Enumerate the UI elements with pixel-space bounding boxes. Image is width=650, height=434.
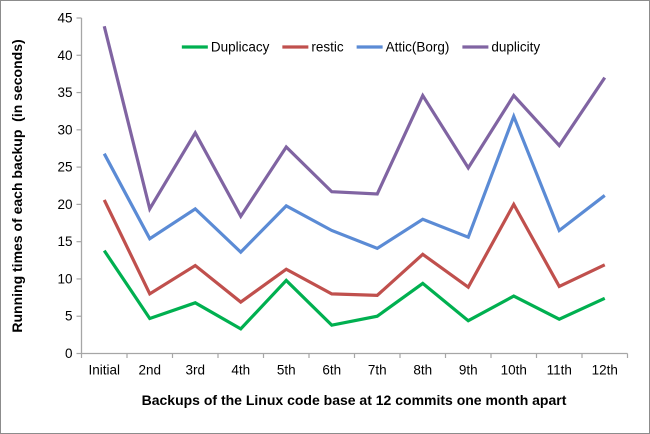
- legend-label: Duplicacy: [211, 40, 270, 55]
- y-tick-label: 30: [57, 122, 72, 137]
- x-tick-label: 7th: [368, 363, 387, 378]
- x-tick-label: 12th: [592, 363, 618, 378]
- x-tick-label: 10th: [501, 363, 527, 378]
- legend-label: duplicity: [491, 40, 540, 55]
- legend-label: Attic(Borg): [386, 40, 450, 55]
- x-axis-title: Backups of the Linux code base at 12 com…: [142, 392, 567, 408]
- y-tick-label: 35: [57, 85, 72, 100]
- y-tick-label: 10: [57, 271, 72, 286]
- y-tick-labels: 0 5 10 15 20 25 30 35 40 45: [57, 11, 82, 361]
- series-line-attic-borg-: [102, 111, 606, 255]
- x-tick-label: 2nd: [138, 363, 161, 378]
- legend-item: duplicity: [462, 40, 540, 55]
- y-tick-label: 25: [57, 160, 72, 175]
- x-tick-label: Initial: [88, 363, 120, 378]
- y-tick-label: 40: [57, 48, 72, 63]
- y-tick-label: 15: [57, 234, 72, 249]
- legend-label: restic: [311, 40, 344, 55]
- legend: Duplicacy restic Attic(Borg) duplicity: [181, 40, 540, 55]
- series-line-duplicity: [102, 25, 607, 220]
- legend-item: Duplicacy: [181, 40, 270, 55]
- series-lines: [102, 25, 607, 331]
- x-tick-label: 6th: [322, 363, 341, 378]
- x-tick-label: 4th: [231, 363, 250, 378]
- x-tick-label: 8th: [413, 363, 432, 378]
- series-line-duplicacy: [102, 249, 606, 331]
- x-tick-label: 9th: [459, 363, 478, 378]
- y-tick-label: 20: [57, 197, 72, 212]
- y-axis-title: Running times of each backup (in seconds…: [9, 39, 25, 332]
- y-tick-label: 45: [57, 11, 72, 26]
- x-tick-label: 11th: [547, 363, 572, 378]
- y-tick-label: 0: [65, 346, 73, 361]
- series-line-restic: [102, 199, 606, 305]
- legend-item: Attic(Borg): [356, 40, 450, 55]
- legend-item: restic: [282, 40, 344, 55]
- y-tick-label: 5: [65, 309, 73, 324]
- x-tick-label: 3rd: [185, 363, 205, 378]
- x-tick-labels: Initial 2nd 3rd 4th 5th 6th 7th 8th 9th 10th 11th 1…: [80, 353, 629, 378]
- x-tick-label: 5th: [277, 363, 296, 378]
